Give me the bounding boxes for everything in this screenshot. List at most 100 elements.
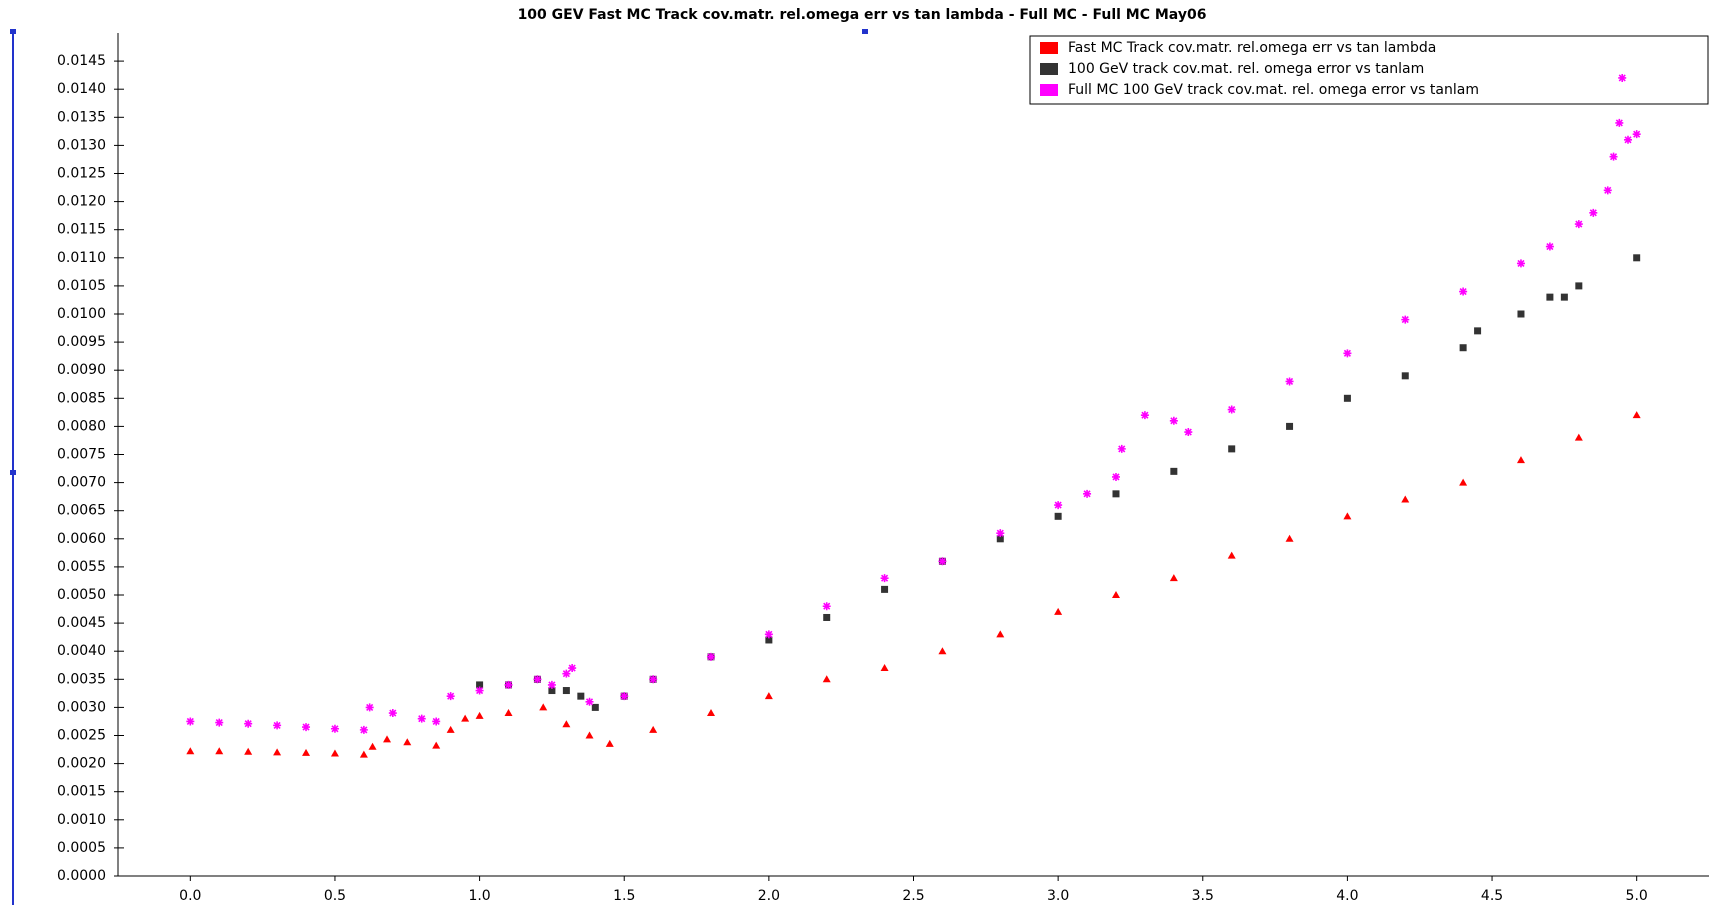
point xyxy=(1227,551,1236,559)
point xyxy=(186,717,195,726)
x-tick-label: 0.5 xyxy=(324,888,346,904)
point xyxy=(186,747,195,755)
legend-swatch xyxy=(1040,84,1058,96)
point xyxy=(359,750,368,758)
point xyxy=(330,749,339,757)
point xyxy=(548,687,556,695)
x-tick-label: 1.0 xyxy=(468,888,490,904)
point xyxy=(302,748,311,756)
point xyxy=(823,613,831,621)
point xyxy=(1054,512,1062,520)
y-tick-label: 0.0065 xyxy=(57,503,106,519)
legend xyxy=(1029,35,1709,105)
point xyxy=(461,714,470,722)
point xyxy=(1170,467,1178,475)
y-tick-label: 0.0145 xyxy=(57,53,106,69)
point xyxy=(1517,310,1525,318)
x-tick-label: 2.5 xyxy=(902,888,924,904)
point xyxy=(562,669,571,678)
y-tick-label: 0.0135 xyxy=(57,109,106,125)
point xyxy=(476,681,484,689)
point xyxy=(1343,512,1352,520)
x-tick-label: 5.0 xyxy=(1626,888,1648,904)
point xyxy=(591,703,599,711)
point xyxy=(547,680,556,689)
point xyxy=(1054,607,1063,615)
point xyxy=(996,630,1005,638)
y-tick-label: 0.0075 xyxy=(57,447,106,463)
x-tick-label: 1.5 xyxy=(613,888,635,904)
x-tick-label: 3.5 xyxy=(1192,888,1214,904)
point xyxy=(1615,118,1624,127)
point xyxy=(1545,242,1554,251)
x-tick-label: 2.0 xyxy=(758,888,780,904)
point xyxy=(765,636,773,644)
point xyxy=(620,692,629,701)
handle xyxy=(10,29,16,34)
point xyxy=(1516,456,1525,464)
y-tick-label: 0.0085 xyxy=(57,390,106,406)
point xyxy=(1618,73,1627,82)
point xyxy=(1228,445,1236,453)
point xyxy=(1574,433,1583,441)
y-tick-label: 0.0050 xyxy=(57,587,106,603)
point xyxy=(764,630,773,639)
point xyxy=(302,723,311,732)
point xyxy=(446,692,455,701)
x-tick-label: 4.5 xyxy=(1481,888,1503,904)
handle xyxy=(10,470,16,475)
legend-label: 100 GeV track cov.mat. rel. omega error … xyxy=(1068,61,1424,77)
point xyxy=(533,675,542,684)
point xyxy=(605,739,614,747)
point xyxy=(880,664,889,672)
point xyxy=(244,747,253,755)
point xyxy=(822,675,831,683)
point xyxy=(1516,259,1525,268)
point xyxy=(1169,574,1178,582)
point xyxy=(1575,282,1583,290)
point xyxy=(1459,344,1467,352)
point xyxy=(359,725,368,734)
point xyxy=(1140,411,1149,420)
point xyxy=(996,535,1004,543)
y-tick-label: 0.0070 xyxy=(57,475,106,491)
point xyxy=(417,714,426,723)
point xyxy=(1401,495,1410,503)
point xyxy=(1111,472,1120,481)
point xyxy=(1401,372,1409,380)
point xyxy=(330,724,339,733)
y-tick-label: 0.0030 xyxy=(57,699,106,715)
y-tick-label: 0.0095 xyxy=(57,334,106,350)
y-tick-label: 0.0100 xyxy=(57,306,106,322)
point xyxy=(1560,293,1568,301)
point xyxy=(1343,349,1352,358)
point xyxy=(881,585,889,593)
y-tick-label: 0.0110 xyxy=(57,250,106,266)
point xyxy=(475,686,484,695)
point xyxy=(504,680,513,689)
point xyxy=(539,703,548,711)
x-tick-label: 4.0 xyxy=(1336,888,1358,904)
point xyxy=(475,711,484,719)
legend-label: Full MC 100 GeV track cov.mat. rel. omeg… xyxy=(1068,82,1479,98)
point xyxy=(273,748,282,756)
y-tick-label: 0.0060 xyxy=(57,531,106,547)
y-tick-label: 0.0015 xyxy=(57,784,106,800)
point xyxy=(568,664,577,673)
point xyxy=(1112,490,1120,498)
point xyxy=(649,675,658,684)
y-tick-label: 0.0115 xyxy=(57,222,106,238)
point xyxy=(1459,287,1468,296)
point xyxy=(273,721,282,730)
y-tick-label: 0.0025 xyxy=(57,728,106,744)
point xyxy=(1474,327,1482,335)
point xyxy=(446,725,455,733)
point xyxy=(215,747,224,755)
point xyxy=(388,709,397,718)
y-tick-label: 0.0105 xyxy=(57,278,106,294)
x-tick-label: 0.0 xyxy=(179,888,201,904)
point xyxy=(383,735,392,743)
point xyxy=(562,687,570,695)
